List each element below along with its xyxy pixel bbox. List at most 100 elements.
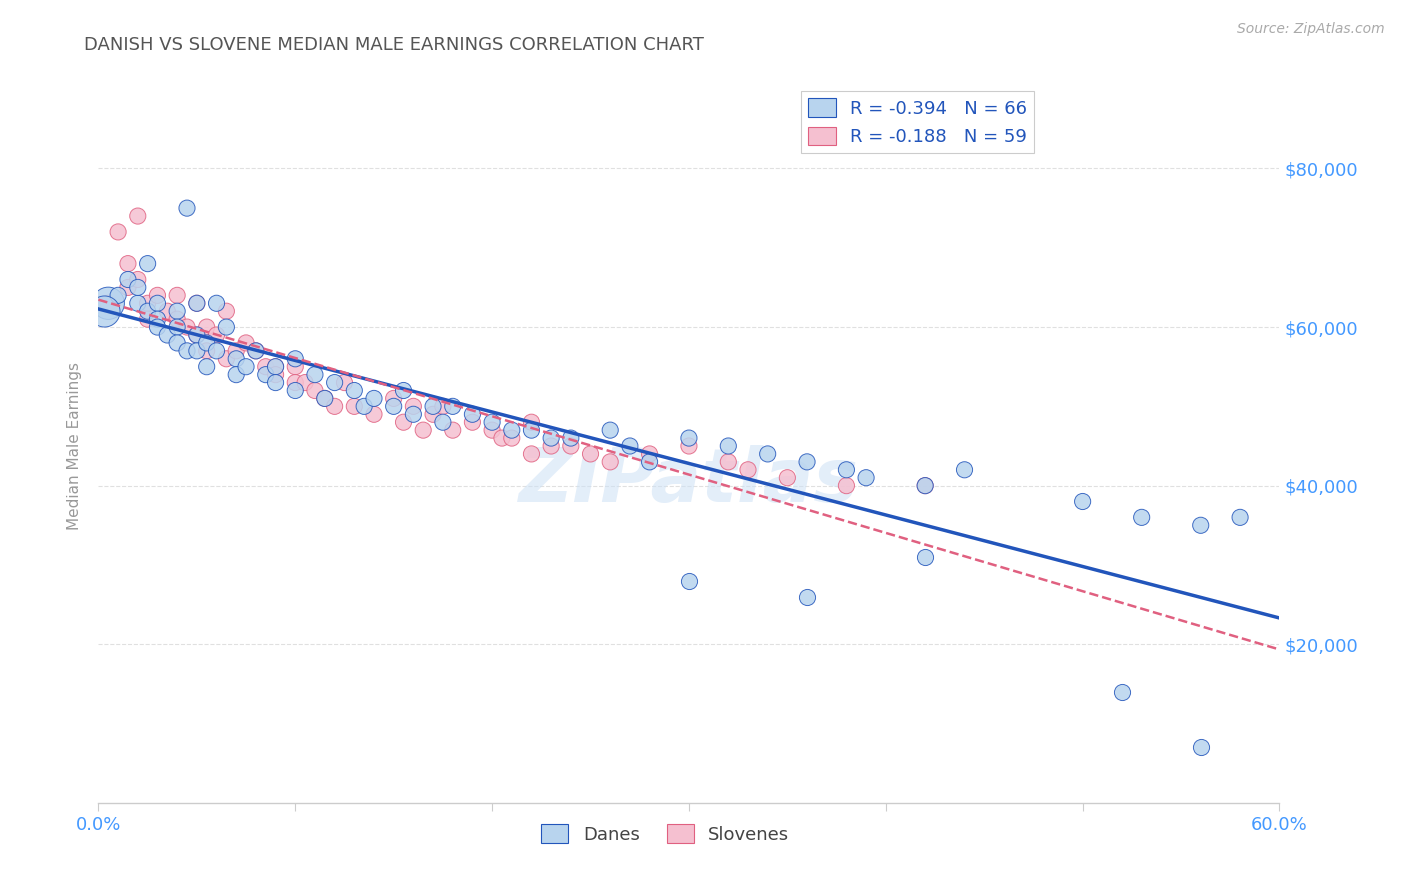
Point <box>638 447 661 461</box>
Point <box>520 415 543 429</box>
Point <box>215 320 238 334</box>
Point <box>127 296 149 310</box>
Y-axis label: Median Male Earnings: Median Male Earnings <box>67 362 83 530</box>
Point <box>117 272 139 286</box>
Point <box>461 407 484 421</box>
Point <box>491 431 513 445</box>
Point <box>441 423 464 437</box>
Point <box>284 384 307 398</box>
Point <box>215 304 238 318</box>
Point <box>540 439 562 453</box>
Point <box>97 296 120 310</box>
Point <box>117 257 139 271</box>
Point <box>796 455 818 469</box>
Point <box>737 463 759 477</box>
Point <box>264 359 287 374</box>
Point <box>392 384 415 398</box>
Point <box>520 423 543 437</box>
Point <box>422 400 444 414</box>
Point <box>461 415 484 429</box>
Text: ZIPatlas: ZIPatlas <box>519 445 859 518</box>
Point <box>835 478 858 492</box>
Point <box>1071 494 1094 508</box>
Point <box>156 328 179 343</box>
Point <box>1189 518 1212 533</box>
Point <box>294 376 316 390</box>
Point <box>678 431 700 445</box>
Point <box>146 288 169 302</box>
Point <box>195 343 218 358</box>
Point <box>156 304 179 318</box>
Point <box>314 392 336 406</box>
Point <box>195 335 218 350</box>
Point <box>481 415 503 429</box>
Point <box>412 423 434 437</box>
Point <box>796 590 818 604</box>
Point <box>441 400 464 414</box>
Text: Source: ZipAtlas.com: Source: ZipAtlas.com <box>1237 22 1385 37</box>
Point <box>136 257 159 271</box>
Text: DANISH VS SLOVENE MEDIAN MALE EARNINGS CORRELATION CHART: DANISH VS SLOVENE MEDIAN MALE EARNINGS C… <box>84 36 704 54</box>
Point <box>254 368 277 382</box>
Point <box>717 439 740 453</box>
Point <box>481 423 503 437</box>
Point <box>284 376 307 390</box>
Point <box>1130 510 1153 524</box>
Point <box>343 400 366 414</box>
Point <box>136 296 159 310</box>
Point <box>402 400 425 414</box>
Point <box>579 447 602 461</box>
Point <box>166 335 188 350</box>
Point <box>382 392 405 406</box>
Point <box>117 280 139 294</box>
Point <box>1189 740 1212 755</box>
Point <box>756 447 779 461</box>
Point <box>93 304 115 318</box>
Point <box>284 351 307 366</box>
Point <box>235 359 257 374</box>
Point <box>501 431 523 445</box>
Point <box>225 368 247 382</box>
Point <box>107 225 129 239</box>
Point <box>186 296 208 310</box>
Point <box>678 574 700 588</box>
Point <box>382 400 405 414</box>
Point <box>1111 685 1133 699</box>
Point <box>186 296 208 310</box>
Point <box>254 359 277 374</box>
Point <box>186 328 208 343</box>
Point <box>363 407 385 421</box>
Point <box>678 439 700 453</box>
Point <box>501 423 523 437</box>
Point <box>304 368 326 382</box>
Point <box>855 471 877 485</box>
Point <box>638 455 661 469</box>
Point <box>225 351 247 366</box>
Point <box>166 304 188 318</box>
Point <box>540 431 562 445</box>
Point <box>304 384 326 398</box>
Point <box>835 463 858 477</box>
Point <box>363 392 385 406</box>
Point <box>245 343 267 358</box>
Point <box>432 415 454 429</box>
Point <box>323 376 346 390</box>
Point <box>205 343 228 358</box>
Point <box>136 304 159 318</box>
Point <box>176 343 198 358</box>
Point <box>264 376 287 390</box>
Point <box>914 478 936 492</box>
Point <box>619 439 641 453</box>
Legend: Danes, Slovenes: Danes, Slovenes <box>534 817 797 851</box>
Point <box>127 272 149 286</box>
Point <box>205 296 228 310</box>
Point <box>520 447 543 461</box>
Point <box>97 296 120 310</box>
Point <box>599 455 621 469</box>
Point <box>717 455 740 469</box>
Point <box>264 368 287 382</box>
Point <box>353 400 375 414</box>
Point <box>176 201 198 215</box>
Point <box>914 478 936 492</box>
Point <box>176 320 198 334</box>
